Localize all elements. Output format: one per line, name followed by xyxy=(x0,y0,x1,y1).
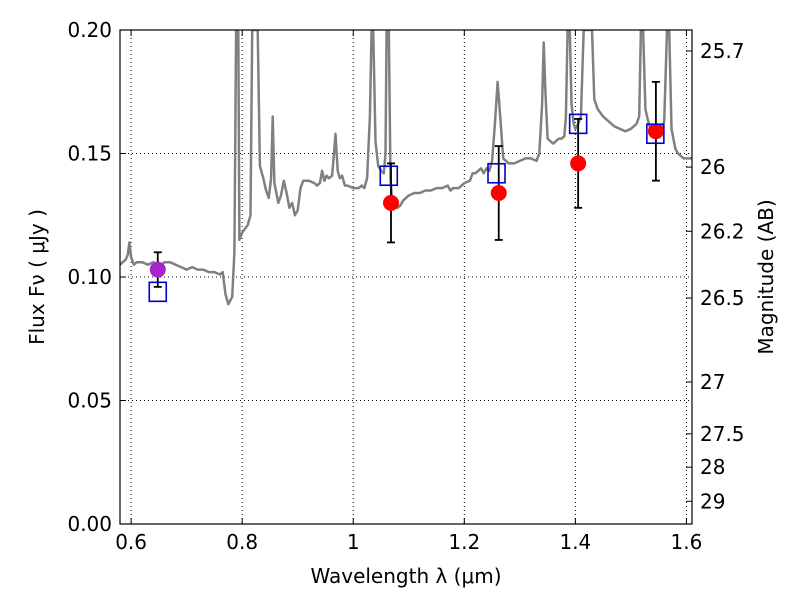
mag-tick-label: 27.5 xyxy=(700,422,745,446)
model-photometry-point xyxy=(379,165,399,187)
model-photometry-point xyxy=(568,113,588,135)
x-tick-label: 1.6 xyxy=(671,530,703,554)
mag-tick-label: 29 xyxy=(700,489,725,513)
data-point xyxy=(570,155,587,172)
data-point xyxy=(647,123,664,140)
x-tick-label: 0.8 xyxy=(226,530,258,554)
x-tick-label: 0.6 xyxy=(115,530,147,554)
y-tick-label: 0.00 xyxy=(67,512,112,536)
mag-tick-label: 27 xyxy=(700,370,725,394)
x-tick-label: 1 xyxy=(347,530,360,554)
model-photometry-point xyxy=(148,281,168,303)
data-point xyxy=(149,261,166,278)
y-tick-label: 0.05 xyxy=(67,389,112,413)
x-tick-label: 1.2 xyxy=(448,530,480,554)
axis-ticks: 0.6 0.8 1 1.2 1.4 1.6 0.00 0.05 0.10 0.15 0.20 25.7… xyxy=(67,18,744,554)
plot-frame xyxy=(119,29,693,525)
x-tick-label: 1.4 xyxy=(559,530,591,554)
mag-tick-label: 28 xyxy=(700,455,725,479)
y-tick-label: 0.20 xyxy=(67,18,112,42)
plot-area xyxy=(120,30,692,306)
grid xyxy=(120,29,692,525)
x-axis-label: Wavelength λ (μm) xyxy=(310,564,501,588)
data-point xyxy=(383,194,400,211)
mag-tick-label: 26 xyxy=(700,155,725,179)
data-point xyxy=(490,185,507,202)
y-tick-label: 0.15 xyxy=(67,142,112,166)
mag-tick-label: 25.7 xyxy=(700,39,745,63)
mag-tick-label: 26.5 xyxy=(700,286,745,310)
y-axis-right-label: Magnitude (AB) xyxy=(754,199,778,354)
model-photometry-point xyxy=(646,123,665,145)
model-spectrum-line xyxy=(120,30,692,306)
mag-tick-label: 26.2 xyxy=(700,219,745,243)
y-tick-label: 0.10 xyxy=(67,265,112,289)
y-axis-label: Flux Fν ( μJy ) xyxy=(25,209,49,345)
model-photometry-point xyxy=(487,162,506,184)
